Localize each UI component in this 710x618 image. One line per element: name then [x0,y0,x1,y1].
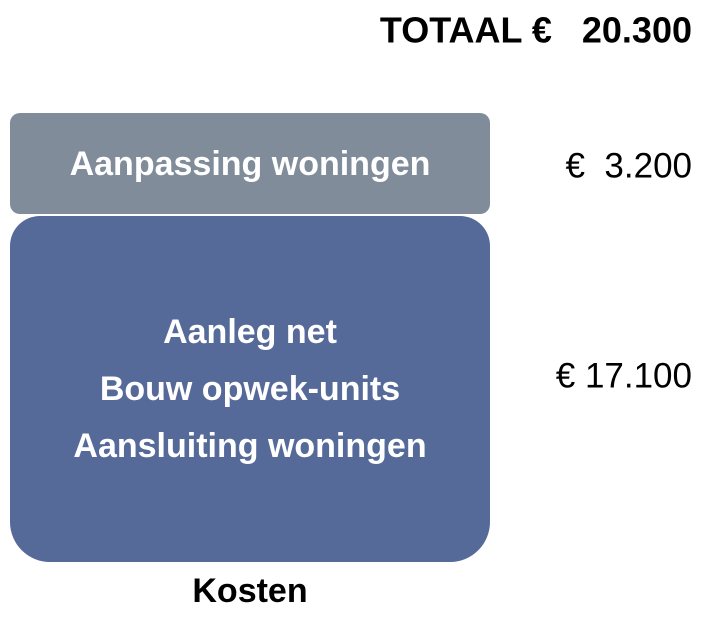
box-label: Aanleg net [163,313,337,351]
amount: € 3.200 [566,146,693,185]
top-box [10,113,490,214]
bottom-box [10,216,490,562]
box-label: Bouw opwek-units [100,370,400,408]
footer-label: Kosten [192,572,307,610]
amount: € 17.100 [556,356,692,395]
total: TOTAAL € 20.300 [380,10,692,51]
box-label: Aanpassing woningen [70,145,431,183]
box-label: Aansluiting woningen [73,427,426,465]
